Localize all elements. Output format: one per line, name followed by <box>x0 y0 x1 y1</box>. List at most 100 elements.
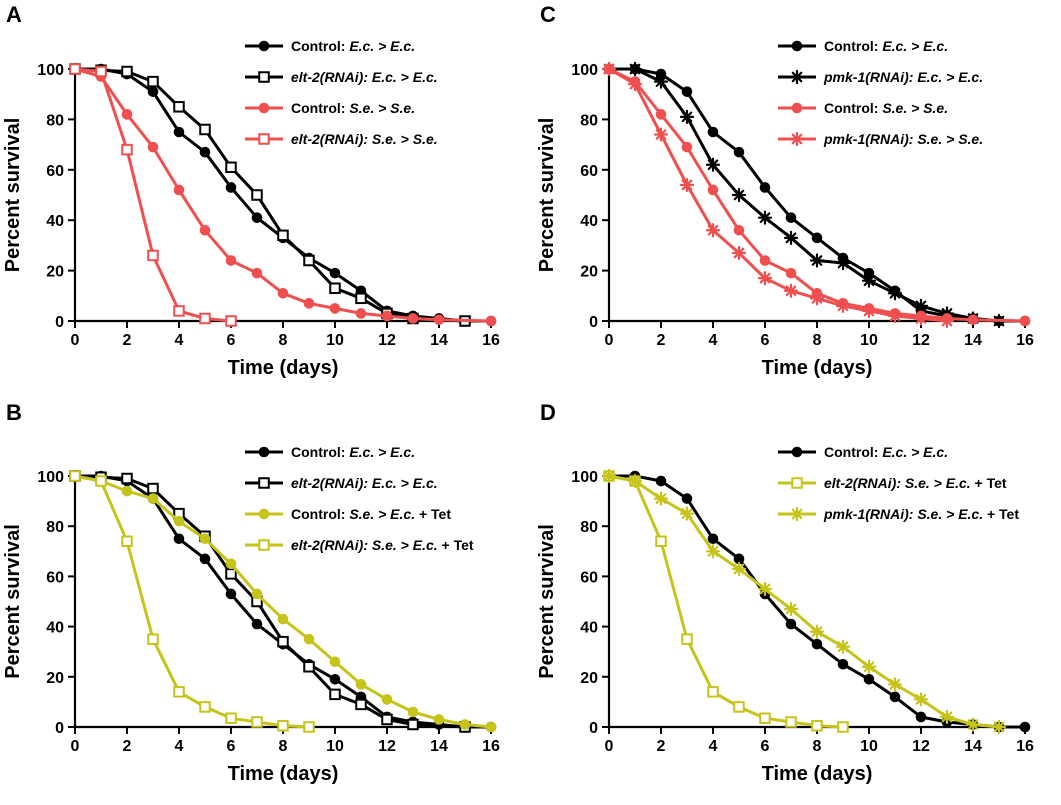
data-point <box>835 639 851 654</box>
panel-c: C 0 20 40 60 80 100 0 2 4 6 8 10 12 14 16 Time (days) Per… <box>536 2 1034 379</box>
panel-letter: B <box>6 400 22 425</box>
series-line <box>608 474 844 729</box>
legend-marker <box>791 446 803 458</box>
series-3 <box>603 63 1031 327</box>
y-tick-label: 60 <box>46 569 64 586</box>
data-point <box>601 61 617 77</box>
legend-marker <box>789 506 805 522</box>
data-point <box>707 686 719 698</box>
data-point <box>939 313 955 329</box>
data-point <box>783 230 799 245</box>
x-tick-label: 10 <box>326 738 344 755</box>
data-point <box>705 544 721 559</box>
series-1 <box>603 63 1031 327</box>
data-point <box>251 618 263 630</box>
legend-item: pmk-1(RNAi): S.e. > E.c. + Tet <box>778 506 1019 522</box>
legend-label: Control: S.e. > S.e. <box>291 100 415 116</box>
x-axis-title: Time (days) <box>762 357 873 379</box>
series-line <box>608 474 1000 729</box>
data-point <box>329 303 341 314</box>
x-tick-label: 2 <box>123 332 132 349</box>
legend-item: elt-2(RNAi): S.e. > E.c. + Tet <box>245 537 474 553</box>
x-tick-label: 2 <box>657 738 666 755</box>
data-point <box>655 475 667 487</box>
data-point <box>433 714 445 725</box>
legend-marker <box>789 69 805 85</box>
legend-label: Control: E.c. > E.c. <box>291 38 415 54</box>
data-point <box>967 314 979 326</box>
data-point <box>121 535 133 548</box>
data-point <box>861 273 877 288</box>
data-point <box>733 146 745 158</box>
data-point <box>939 709 955 725</box>
data-point <box>601 468 617 484</box>
data-point <box>199 224 211 236</box>
data-point <box>655 109 667 120</box>
data-point <box>147 75 159 88</box>
data-point <box>809 253 825 268</box>
y-tick-label: 40 <box>580 620 598 637</box>
legend: Control: E.c. > E.c. elt-2(RNAi): S.e. > … <box>778 444 1019 522</box>
y-tick-label: 60 <box>580 569 598 586</box>
data-point <box>785 716 797 728</box>
data-point <box>225 315 237 327</box>
series-3 <box>601 468 1007 735</box>
data-point <box>329 674 341 685</box>
x-tick-label: 14 <box>964 332 982 349</box>
data-point <box>407 718 419 731</box>
data-point <box>277 287 289 299</box>
legend-item: Control: E.c. > E.c. <box>778 444 948 460</box>
y-tick-label: 40 <box>46 213 64 230</box>
data-point <box>355 308 367 319</box>
legend-item: Control: S.e. > S.e. <box>778 100 948 116</box>
data-point <box>679 506 695 521</box>
data-point <box>303 254 315 267</box>
panel-letter: D <box>540 400 556 425</box>
data-point <box>861 303 877 319</box>
x-tick-label: 6 <box>761 738 770 755</box>
series-4 <box>69 470 315 733</box>
legend-marker <box>258 446 270 458</box>
x-tick-label: 16 <box>1016 332 1034 349</box>
x-tick-label: 4 <box>709 738 718 755</box>
legend-label: pmk-1(RNAi): S.e. > S.e. <box>823 131 983 147</box>
y-tick-label: 20 <box>580 670 598 687</box>
data-point <box>147 633 159 645</box>
data-point <box>887 286 903 301</box>
data-point <box>809 624 825 639</box>
data-point <box>681 141 693 153</box>
data-point <box>277 635 289 648</box>
y-axis-title: Percent survival <box>2 524 24 679</box>
y-axis-title: Percent survival <box>2 118 24 273</box>
data-point <box>485 721 497 733</box>
data-point <box>733 224 745 236</box>
data-point <box>225 182 237 193</box>
legend-marker <box>258 477 270 489</box>
data-point <box>225 712 237 724</box>
legend-label: pmk-1(RNAi): E.c. > E.c. <box>823 69 983 85</box>
data-point <box>303 661 315 673</box>
legend-item: elt-2(RNAi): E.c. > E.c. <box>245 69 438 85</box>
data-point <box>731 561 747 576</box>
legend-label: elt-2(RNAi): S.e. > E.c. + Tet <box>824 475 1007 491</box>
data-point <box>69 63 81 75</box>
data-point <box>225 588 237 600</box>
x-tick-label: 16 <box>1016 738 1034 755</box>
data-point <box>277 613 289 625</box>
legend-marker <box>791 102 803 114</box>
data-point <box>459 719 471 730</box>
legend-marker <box>258 71 270 83</box>
data-point <box>147 86 159 97</box>
legend-item: Control: E.c. > E.c. <box>245 38 415 54</box>
legend-marker <box>791 40 803 52</box>
panel-b: B 0 20 40 60 80 100 0 2 4 6 8 10 12 14 16 Time (days) Per… <box>2 400 500 785</box>
x-axis-title: Time (days) <box>762 763 873 785</box>
series-line <box>74 67 232 323</box>
panel-a: A 0 20 40 60 80 100 0 2 4 6 8 10 12 14 16 Time (days) Per… <box>2 2 500 379</box>
data-point <box>173 686 185 698</box>
y-tick-label: 0 <box>589 720 598 737</box>
data-point <box>355 698 367 711</box>
y-axis-title: Percent survival <box>536 118 558 273</box>
